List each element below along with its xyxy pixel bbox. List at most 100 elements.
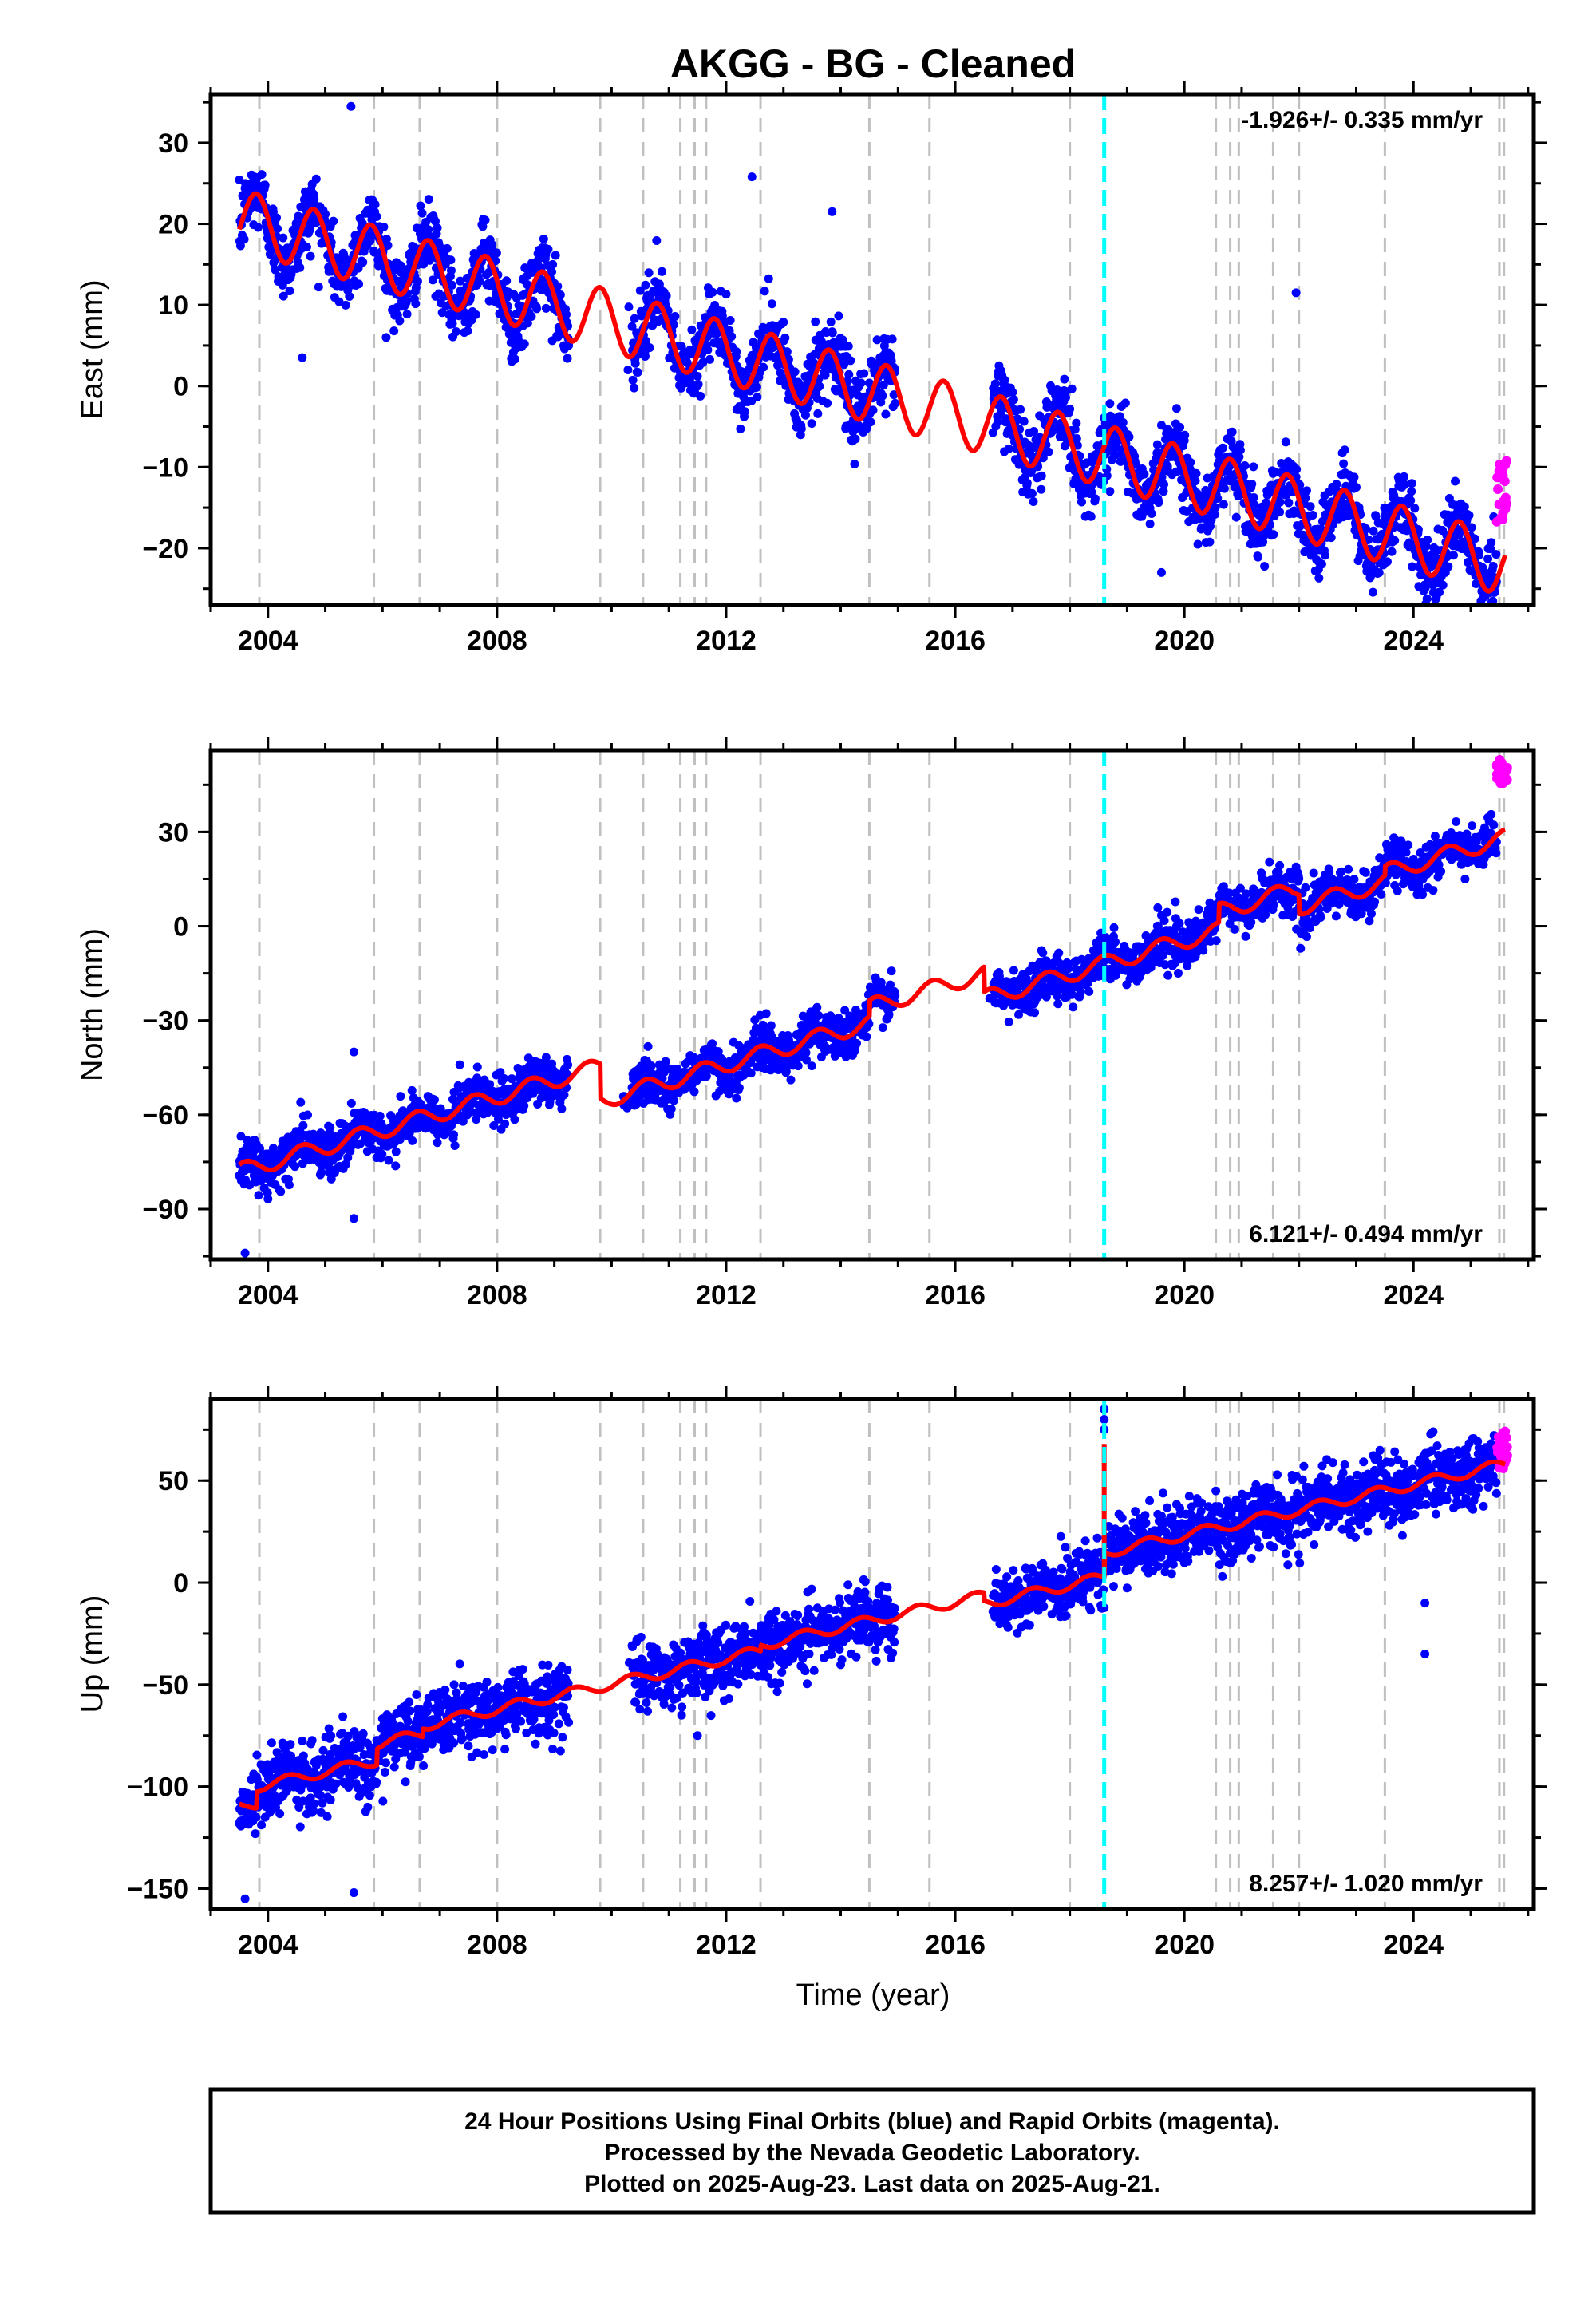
data-point [543, 244, 553, 254]
data-point [725, 315, 735, 325]
data-point [641, 336, 650, 346]
data-point [341, 300, 350, 310]
data-point [284, 1180, 294, 1190]
data-point [1275, 497, 1285, 507]
data-point [736, 424, 745, 433]
data-point [562, 310, 571, 319]
data-point [475, 276, 484, 286]
data-point [424, 225, 433, 235]
data-point [1317, 559, 1326, 569]
data-point [1247, 480, 1257, 489]
data-point [1231, 512, 1241, 522]
data-point [452, 327, 461, 337]
data-point [645, 343, 654, 353]
rate-annotation: -1.926+/- 0.335 mm/yr [1241, 107, 1483, 133]
data-point [527, 312, 536, 322]
data-point [381, 333, 391, 342]
data-point [624, 302, 634, 312]
outlier-point [1145, 519, 1155, 528]
data-point [279, 233, 288, 243]
data-point [303, 1110, 313, 1120]
data-point [285, 287, 294, 296]
data-point [1240, 460, 1250, 470]
data-point [1053, 999, 1063, 1009]
data-point [891, 991, 900, 1001]
data-point [1387, 547, 1396, 556]
data-point [450, 1140, 460, 1150]
data-point [1054, 948, 1064, 958]
data-point [1483, 554, 1493, 563]
y-tick-label: 20 [158, 210, 188, 240]
data-point [1008, 388, 1017, 397]
data-point [696, 391, 705, 401]
data-point [628, 375, 638, 385]
data-point [1038, 948, 1048, 958]
data-point [790, 367, 800, 377]
data-point [786, 1075, 796, 1085]
data-point [732, 1093, 741, 1103]
data-point [534, 255, 543, 264]
data-point [1175, 422, 1185, 432]
plot-area-north [235, 750, 1512, 1259]
data-point [826, 317, 836, 326]
data-point [1009, 966, 1018, 975]
data-point [1292, 464, 1302, 474]
data-point [1159, 915, 1169, 925]
y-tick-label: −10 [142, 453, 188, 483]
data-point [1382, 557, 1392, 567]
data-point [759, 362, 768, 372]
data-point [1191, 468, 1201, 478]
x-tick-label: 2020 [1154, 626, 1215, 656]
y-tick-label: −20 [142, 534, 188, 564]
outlier-point [1432, 592, 1441, 602]
panel-north: 2004 2008 2012 2016 2020 2024300−30−60−90Nort… [76, 737, 1547, 1310]
data-point [682, 358, 692, 368]
data-point [235, 241, 245, 251]
rapid-point [1495, 513, 1506, 524]
data-point [807, 1061, 816, 1071]
data-point [448, 319, 457, 329]
data-point [463, 326, 472, 336]
data-point [689, 1087, 699, 1097]
data-point [1194, 905, 1203, 915]
data-point [370, 200, 380, 209]
data-point [488, 240, 497, 250]
data-point [547, 267, 557, 276]
data-point [257, 170, 267, 180]
data-point [1326, 533, 1336, 543]
data-point [1060, 374, 1069, 384]
data-point [510, 1115, 519, 1124]
data-point [446, 266, 456, 275]
data-point [1275, 508, 1285, 517]
data-point [734, 1083, 744, 1093]
data-point [501, 322, 511, 332]
data-point [402, 310, 412, 319]
x-tick-label: 2004 [238, 626, 298, 656]
data-point [429, 1095, 439, 1105]
data-point [442, 243, 452, 253]
data-point [502, 276, 512, 286]
data-point [492, 248, 501, 258]
data-point [1016, 405, 1025, 414]
x-tick-label: 2012 [696, 626, 757, 656]
data-point [1205, 537, 1215, 547]
data-point [417, 208, 427, 218]
chart-title: AKGG - BG - Cleaned [670, 41, 1076, 86]
data-point [868, 405, 878, 415]
data-point [345, 291, 354, 301]
data-point [1084, 986, 1094, 996]
data-point [1488, 561, 1498, 571]
data-point [644, 268, 654, 278]
data-point [551, 251, 560, 260]
data-point [1191, 476, 1200, 486]
data-point [701, 1072, 711, 1081]
data-point [1029, 497, 1038, 507]
data-point [640, 351, 650, 361]
data-point [1086, 512, 1096, 521]
data-point [384, 1156, 393, 1165]
x-tick-label: 2008 [467, 626, 527, 656]
data-point [666, 1104, 676, 1113]
data-point [279, 291, 288, 301]
data-point [856, 378, 866, 388]
data-point [727, 332, 737, 342]
